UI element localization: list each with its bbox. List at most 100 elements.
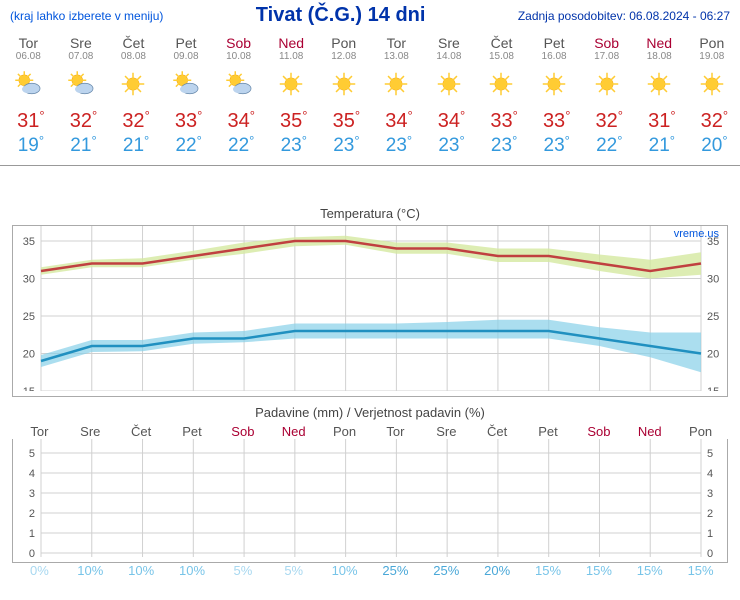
day-col: Sob 17.08 32 22: [580, 35, 633, 157]
day-name: Pon: [686, 35, 739, 51]
weather-icon-wrap: [265, 66, 318, 102]
weather-icon-wrap: [317, 66, 370, 102]
weather-icon-wrap: [528, 66, 581, 102]
svg-text:3: 3: [707, 488, 713, 500]
temp-chart-title: Temperatura (°C): [12, 206, 728, 221]
svg-text:20: 20: [23, 349, 35, 361]
weather-icon-wrap: [686, 66, 739, 102]
day-name: Ned: [633, 35, 686, 51]
temp-low: 21: [70, 135, 91, 157]
precip-probability: 10%: [65, 563, 116, 578]
day-name: Sob: [580, 35, 633, 51]
day-name: Tor: [370, 35, 423, 51]
day-col: Pon 19.08 32 20: [686, 35, 739, 157]
temp-high: 32: [70, 110, 92, 133]
sunny-icon: [486, 69, 516, 99]
day-col: Pet 09.08 33 22: [160, 35, 213, 157]
precip-day-name: Sob: [573, 424, 624, 439]
precip-day-name: Čet: [116, 424, 167, 439]
day-name: Pet: [160, 35, 213, 51]
precip-probability: 25%: [370, 563, 421, 578]
temp-high: 34: [438, 110, 460, 133]
weather-icon-wrap: [633, 66, 686, 102]
precip-probability: 5%: [217, 563, 268, 578]
temp-low: 23: [281, 135, 302, 157]
temp-low: 21: [123, 135, 144, 157]
day-name: Sob: [212, 35, 265, 51]
svg-text:0: 0: [29, 548, 35, 557]
day-date: 11.08: [265, 51, 318, 62]
weather-icon-wrap: [423, 66, 476, 102]
svg-text:5: 5: [29, 448, 35, 460]
precip-probability: 10%: [116, 563, 167, 578]
day-date: 18.08: [633, 51, 686, 62]
svg-text:20: 20: [707, 349, 719, 361]
sunny-icon: [697, 69, 727, 99]
precip-probability: 15%: [523, 563, 574, 578]
temp-high: 31: [648, 110, 670, 133]
precip-day-name: Tor: [370, 424, 421, 439]
precip-probability: 25%: [421, 563, 472, 578]
precip-day-name: Tor: [14, 424, 65, 439]
weather-icon-wrap: [2, 66, 55, 102]
day-name: Ned: [265, 35, 318, 51]
day-date: 09.08: [160, 51, 213, 62]
forecast-table: Tor 06.08 31 19 Sre 07.08 32 21 Čet 08.0…: [0, 31, 740, 166]
precip-chart: 001122334455: [12, 439, 728, 563]
day-date: 07.08: [55, 51, 108, 62]
temp-low: 19: [18, 135, 39, 157]
sunny-icon: [644, 69, 674, 99]
day-name: Sre: [55, 35, 108, 51]
partly-cloudy-icon: [171, 69, 201, 99]
weather-icon-wrap: [212, 66, 265, 102]
partly-cloudy-icon: [224, 69, 254, 99]
precip-day-name: Ned: [624, 424, 675, 439]
svg-text:3: 3: [29, 488, 35, 500]
precip-day-name: Pon: [319, 424, 370, 439]
sunny-icon: [118, 69, 148, 99]
temp-chart: vreme.us 15152020252530303535: [12, 225, 728, 397]
day-name: Pon: [317, 35, 370, 51]
weather-icon-wrap: [160, 66, 213, 102]
precip-probability: 10%: [167, 563, 218, 578]
svg-text:1: 1: [707, 528, 713, 540]
partly-cloudy-icon: [13, 69, 43, 99]
temp-high: 35: [280, 110, 302, 133]
day-date: 06.08: [2, 51, 55, 62]
temp-high: 31: [17, 110, 39, 133]
day-date: 12.08: [317, 51, 370, 62]
svg-text:15: 15: [707, 386, 719, 391]
day-col: Sre 07.08 32 21: [55, 35, 108, 157]
day-date: 13.08: [370, 51, 423, 62]
temp-high: 32: [701, 110, 723, 133]
day-name: Čet: [475, 35, 528, 51]
svg-text:4: 4: [29, 468, 35, 480]
temp-low: 22: [596, 135, 617, 157]
svg-text:25: 25: [23, 311, 35, 323]
page-title: Tivat (Č.G.) 14 dni: [256, 4, 426, 27]
svg-text:0: 0: [707, 548, 713, 557]
precip-probability: 10%: [319, 563, 370, 578]
svg-text:15: 15: [23, 386, 35, 391]
day-name: Sre: [423, 35, 476, 51]
precip-days-row: TorSreČetPetSobNedPonTorSreČetPetSobNedP…: [12, 424, 728, 439]
day-col: Pon 12.08 35 23: [317, 35, 370, 157]
weather-icon-wrap: [475, 66, 528, 102]
temp-high: 34: [385, 110, 407, 133]
svg-text:5: 5: [707, 448, 713, 460]
day-date: 16.08: [528, 51, 581, 62]
sunny-icon: [276, 69, 306, 99]
day-col: Čet 08.08 32 21: [107, 35, 160, 157]
day-col: Sob 10.08 34 22: [212, 35, 265, 157]
precip-day-name: Sre: [65, 424, 116, 439]
weather-icon-wrap: [580, 66, 633, 102]
precip-probability: 20%: [472, 563, 523, 578]
last-update: Zadnja posodobitev: 06.08.2024 - 06:27: [518, 9, 730, 23]
day-col: Sre 14.08 34 23: [423, 35, 476, 157]
day-date: 19.08: [686, 51, 739, 62]
precip-probability: 15%: [675, 563, 726, 578]
precip-chart-svg: 001122334455: [13, 439, 729, 557]
precip-day-name: Pet: [523, 424, 574, 439]
weather-icon-wrap: [107, 66, 160, 102]
svg-text:35: 35: [23, 236, 35, 248]
